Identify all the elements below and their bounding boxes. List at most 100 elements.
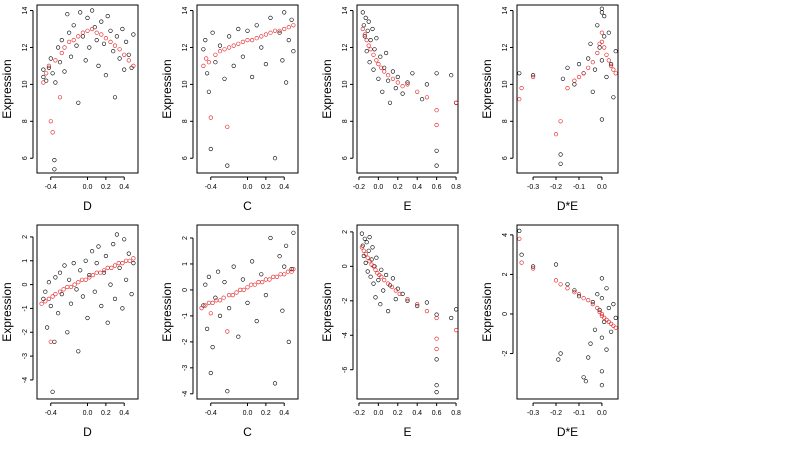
x-tick-label: 0.4 <box>119 410 129 417</box>
data-point <box>370 245 375 250</box>
data-point <box>79 277 85 282</box>
y-tick-label: -4 <box>342 332 349 338</box>
data-point <box>80 294 85 299</box>
data-point <box>378 54 383 59</box>
point-series-1 <box>201 10 296 168</box>
x-axis-title: E <box>403 199 411 213</box>
y-axis-title: Expression <box>320 282 334 341</box>
data-point <box>362 236 367 241</box>
data-point <box>599 369 605 374</box>
y-tick-label: -3 <box>182 365 189 371</box>
x-tick-label: -0.1 <box>573 184 585 191</box>
data-point <box>53 58 58 63</box>
data-point <box>46 63 52 68</box>
data-point <box>65 12 70 17</box>
data-point <box>53 292 58 297</box>
data-point <box>382 69 387 74</box>
data-point <box>371 281 376 286</box>
data-point <box>449 73 454 78</box>
x-tick-label: 0.2 <box>261 410 271 417</box>
data-point <box>592 327 598 332</box>
data-point <box>590 89 595 94</box>
data-point <box>434 346 439 352</box>
data-point <box>131 256 136 261</box>
data-point <box>560 76 566 81</box>
data-point <box>583 379 589 384</box>
data-point <box>365 28 370 33</box>
data-point <box>76 280 81 285</box>
data-point <box>611 95 616 100</box>
y-tick-label: 6 <box>182 156 189 160</box>
data-point <box>78 10 83 15</box>
data-point <box>434 390 439 395</box>
data-point <box>390 69 396 74</box>
point-series-2 <box>517 236 618 330</box>
data-point <box>289 269 294 274</box>
data-point <box>586 355 591 360</box>
data-point <box>74 287 79 292</box>
data-point <box>52 339 57 344</box>
y-tick-label: -2 <box>502 350 509 356</box>
data-point <box>380 89 385 94</box>
data-point <box>384 272 389 278</box>
data-point <box>558 119 563 124</box>
data-point <box>225 163 230 168</box>
x-axis-title: D*E <box>557 199 578 213</box>
data-point <box>72 282 77 287</box>
data-point <box>52 158 57 163</box>
data-point <box>365 269 370 274</box>
data-point <box>277 30 282 35</box>
y-tick-label: 0 <box>502 312 509 316</box>
data-point <box>280 308 285 313</box>
data-point <box>66 277 72 282</box>
data-point <box>268 235 273 241</box>
data-point <box>434 71 439 76</box>
data-point <box>131 63 136 68</box>
data-point <box>68 54 74 59</box>
data-point <box>286 37 291 43</box>
scatter-panel-8: -0.3 -0.2 -0.1 0.0 -2 0 2 4 D*E Expression <box>480 224 619 439</box>
x-tick-label: 0.4 <box>279 184 289 191</box>
data-point <box>120 26 125 32</box>
data-point <box>108 282 113 287</box>
data-point <box>245 300 250 306</box>
y-tick-label: -6 <box>342 366 349 372</box>
y-axis-title: Expression <box>160 282 174 341</box>
data-point <box>367 235 372 240</box>
data-point <box>205 71 210 76</box>
y-tick-label: 8 <box>502 119 509 123</box>
data-point <box>604 52 609 57</box>
data-point <box>611 323 616 328</box>
data-point <box>553 262 559 267</box>
data-point <box>199 306 204 311</box>
data-point <box>595 23 600 28</box>
data-point <box>599 6 605 11</box>
data-point <box>272 381 278 386</box>
x-tick-label: -0.3 <box>527 184 539 191</box>
data-point <box>272 28 278 33</box>
data-point <box>599 58 605 63</box>
scatter-panel-4: -0.3 -0.2 -0.1 0.0 6 8 10 12 14 D*E Expression <box>480 4 619 213</box>
y-tick-label: 2 <box>22 235 29 239</box>
data-point <box>227 45 232 50</box>
y-tick-label: 2 <box>182 236 189 240</box>
data-point <box>368 37 373 43</box>
data-point <box>359 245 365 250</box>
data-point <box>379 267 384 272</box>
data-point <box>103 253 108 259</box>
data-point <box>586 298 591 303</box>
y-tick-label: -2 <box>22 329 29 335</box>
point-series-1 <box>41 232 136 394</box>
data-point <box>213 52 218 57</box>
data-point <box>112 95 118 100</box>
data-point <box>206 60 211 65</box>
data-point <box>105 14 110 19</box>
plot-frame <box>516 224 619 400</box>
data-point <box>101 41 107 46</box>
data-point <box>227 293 232 298</box>
data-point <box>126 251 131 256</box>
data-point <box>449 315 454 321</box>
data-point <box>112 263 118 268</box>
point-series-1 <box>359 231 459 395</box>
data-point <box>517 71 522 76</box>
